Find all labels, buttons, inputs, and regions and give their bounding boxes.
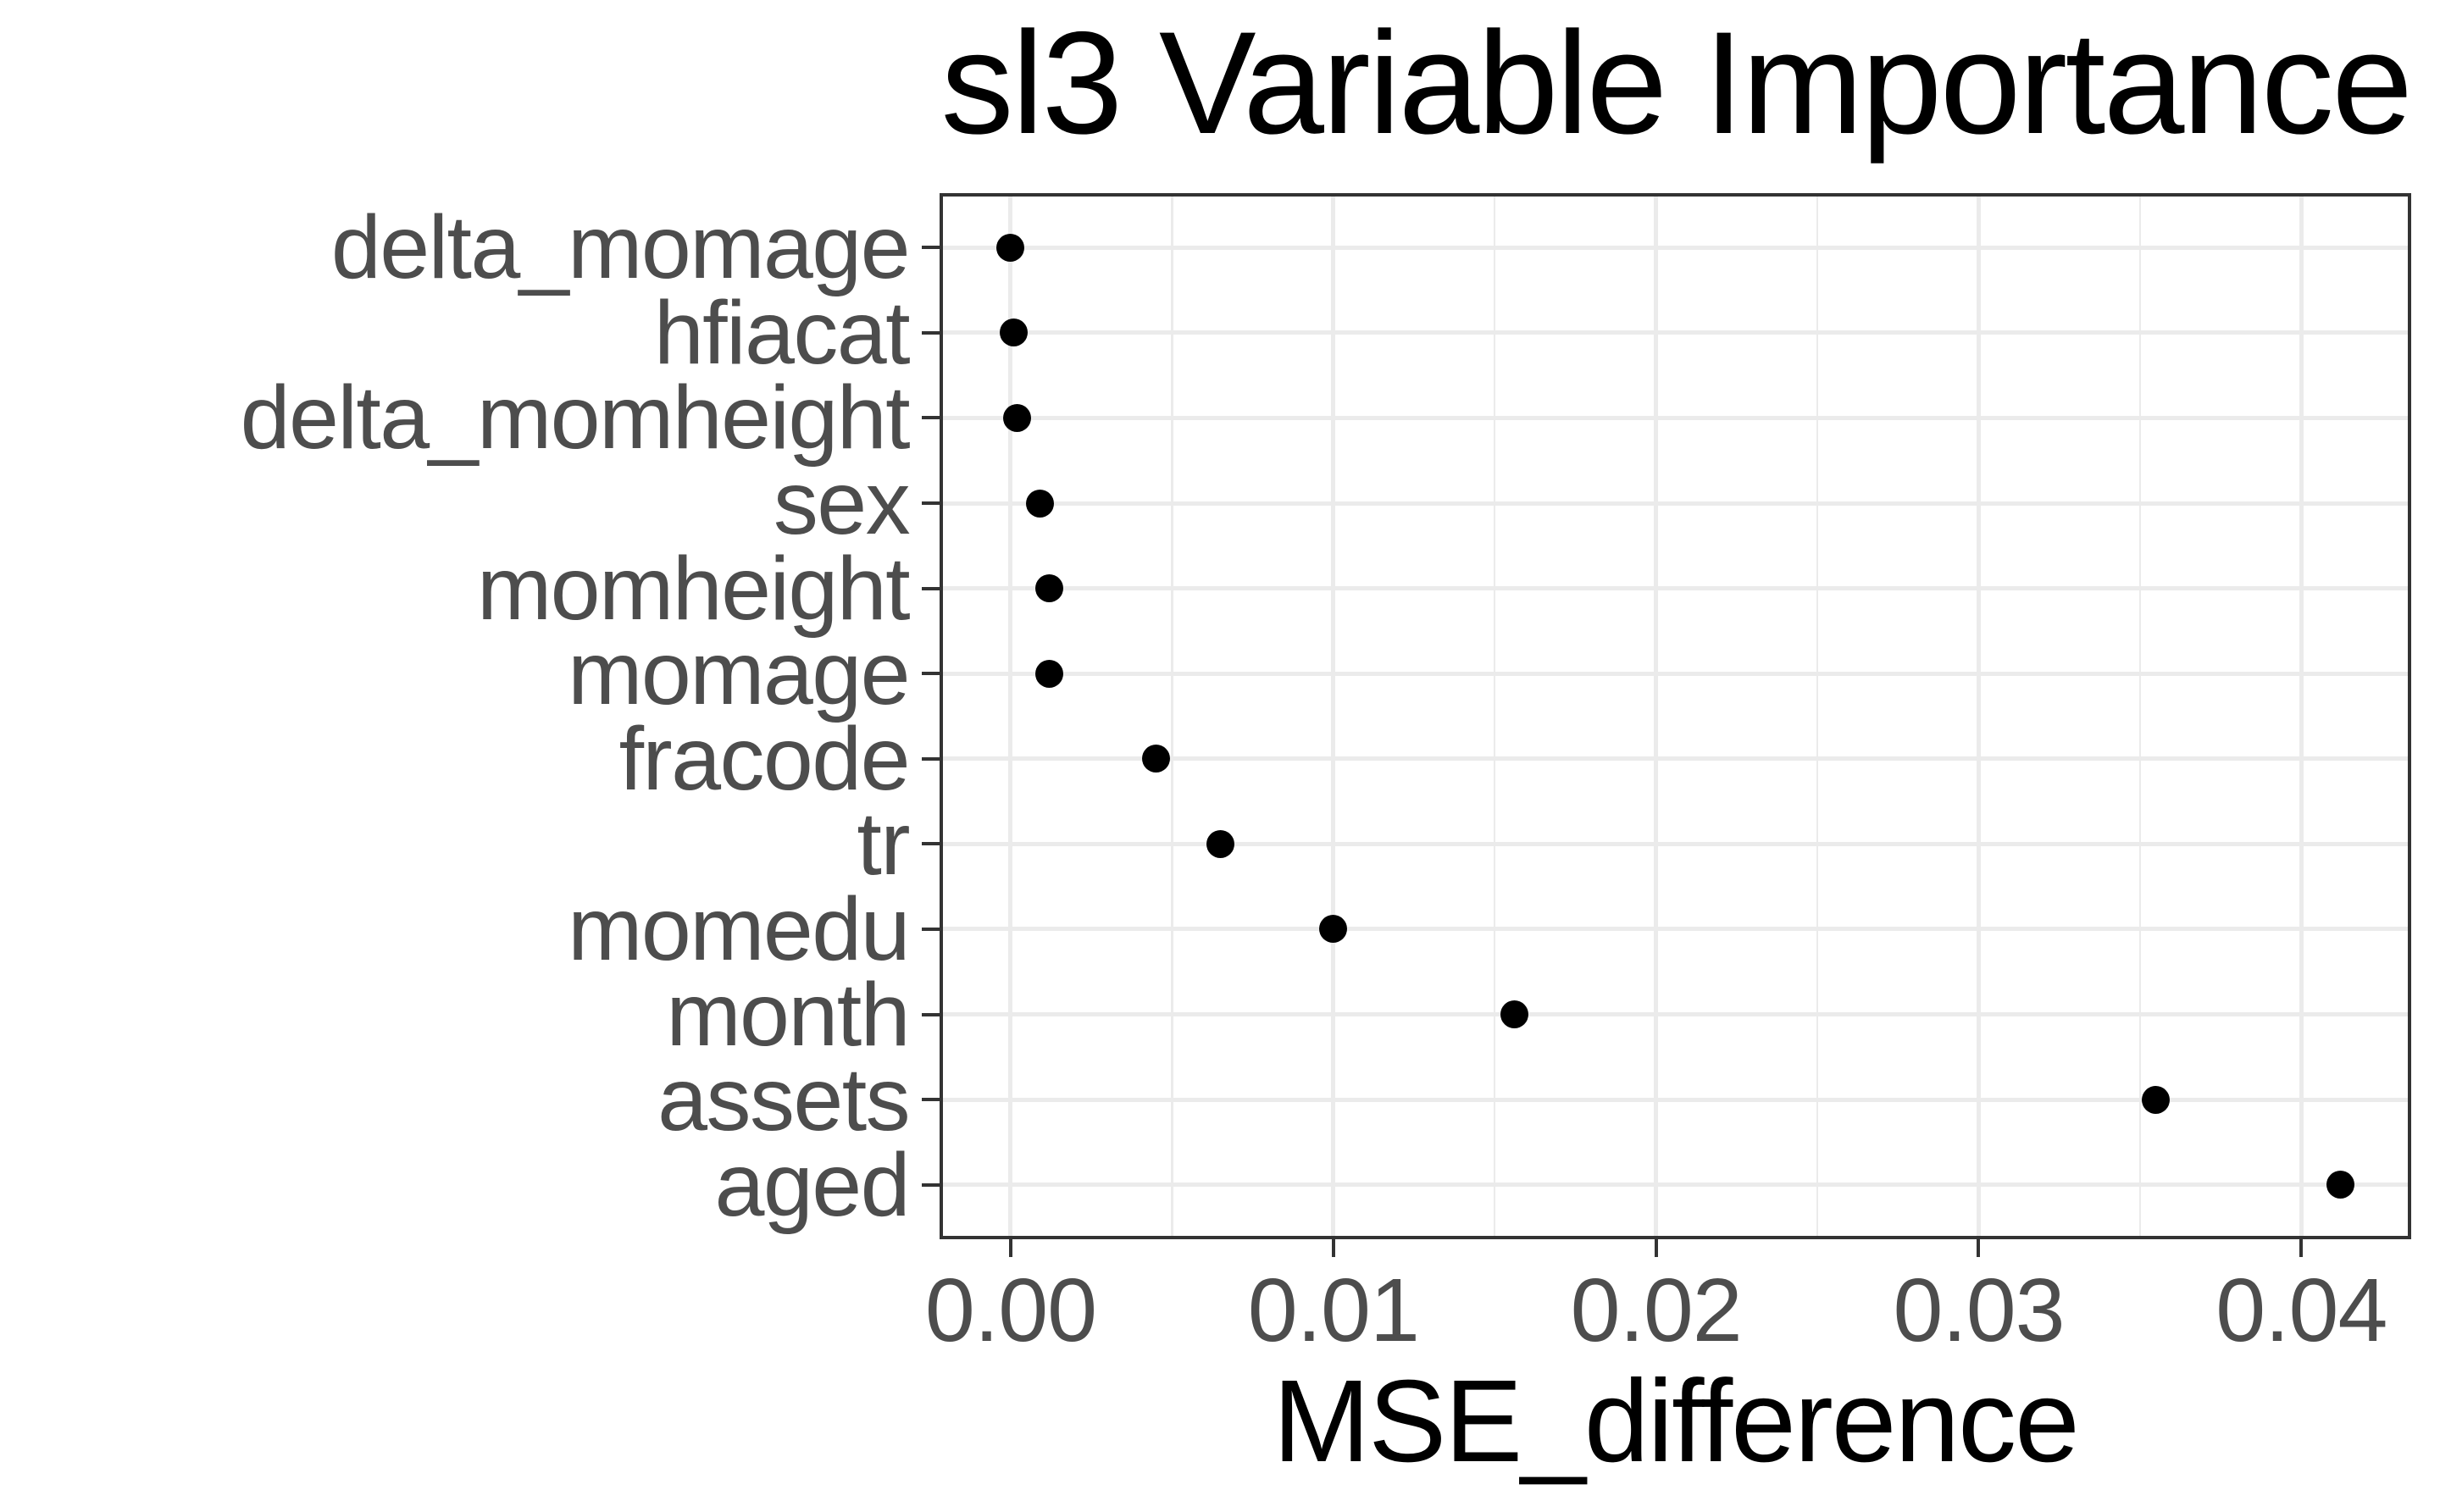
x-axis-label-0.02: 0.02	[1570, 1260, 1743, 1360]
gridline-minor-x	[1816, 197, 1819, 1236]
x-tick-0.03	[1977, 1236, 1981, 1257]
data-point-month	[1500, 1000, 1528, 1028]
chart-title: sl3 Variable Importance	[940, 2, 2413, 164]
y-tick-tr	[922, 842, 943, 846]
y-axis-label-delta_momage: delta_momage	[330, 197, 911, 298]
gridline-row-momage	[943, 671, 2408, 676]
plot-panel-border	[940, 193, 2411, 1239]
y-axis-label-tr: tr	[857, 794, 910, 894]
y-axis-label-assets: assets	[657, 1050, 910, 1150]
y-axis-label-aged: aged	[714, 1134, 911, 1235]
x-axis-label-0.01: 0.01	[1247, 1260, 1420, 1360]
x-axis-label-0.04: 0.04	[2215, 1260, 2387, 1360]
gridline-major-x	[2299, 197, 2304, 1236]
y-axis-label-momedu: momedu	[568, 878, 910, 979]
gridline-row-sex	[943, 501, 2408, 506]
y-tick-momedu	[922, 927, 943, 931]
y-axis-label-momheight: momheight	[476, 538, 911, 639]
data-point-sex	[1025, 489, 1054, 518]
gridline-row-month	[943, 1012, 2408, 1016]
y-axis-label-month: month	[666, 964, 910, 1065]
gridline-row-delta_momheight	[943, 415, 2408, 420]
gridline-row-momheight	[943, 586, 2408, 591]
data-point-hfiacat	[1000, 318, 1029, 347]
gridline-major-x	[1976, 197, 1981, 1236]
data-point-fracode	[1141, 745, 1170, 773]
data-point-tr	[1206, 829, 1235, 858]
gridline-row-assets	[943, 1097, 2408, 1102]
gridline-minor-x	[1493, 197, 1496, 1236]
gridline-major-x	[1654, 197, 1659, 1236]
data-point-assets	[2142, 1085, 2171, 1114]
y-axis-label-hfiacat: hfiacat	[653, 282, 911, 383]
gridline-row-tr	[943, 841, 2408, 846]
y-axis-label-fracode: fracode	[618, 708, 911, 809]
x-tick-0.00	[1008, 1236, 1012, 1257]
y-tick-momage	[922, 672, 943, 676]
gridline-row-hfiacat	[943, 330, 2408, 335]
y-tick-delta_momheight	[922, 416, 943, 420]
y-tick-month	[922, 1012, 943, 1016]
y-tick-aged	[922, 1182, 943, 1187]
y-tick-momheight	[922, 586, 943, 590]
data-point-momedu	[1319, 915, 1348, 944]
y-tick-fracode	[922, 756, 943, 761]
x-tick-0.04	[2299, 1236, 2304, 1257]
y-tick-sex	[922, 501, 943, 506]
gridline-minor-x	[1171, 197, 1173, 1236]
y-tick-hfiacat	[922, 330, 943, 335]
x-axis-label-0.00: 0.00	[924, 1260, 1097, 1360]
y-axis-label-sex: sex	[773, 453, 911, 554]
y-axis-label-delta_momheight: delta_momheight	[240, 368, 911, 468]
x-tick-0.02	[1654, 1236, 1658, 1257]
y-tick-assets	[922, 1098, 943, 1102]
data-point-momheight	[1035, 574, 1064, 603]
x-axis-label-0.03: 0.03	[1893, 1260, 2065, 1360]
gridline-major-x	[1331, 197, 1336, 1236]
y-axis-label-momage: momage	[568, 623, 910, 724]
data-point-aged	[2326, 1171, 2354, 1199]
gridline-row-fracode	[943, 756, 2408, 762]
x-axis-title: MSE_difference	[1273, 1356, 2079, 1487]
gridline-minor-x	[2138, 197, 2142, 1236]
gridline-row-delta_momage	[943, 245, 2408, 250]
gridline-row-aged	[943, 1182, 2408, 1188]
data-point-momage	[1035, 659, 1064, 688]
gridline-row-momedu	[943, 927, 2408, 932]
data-point-delta_momheight	[1003, 403, 1032, 432]
gridline-major-x	[1008, 197, 1013, 1236]
x-tick-0.01	[1331, 1236, 1335, 1257]
data-point-delta_momage	[996, 233, 1025, 262]
y-tick-delta_momage	[922, 246, 943, 250]
